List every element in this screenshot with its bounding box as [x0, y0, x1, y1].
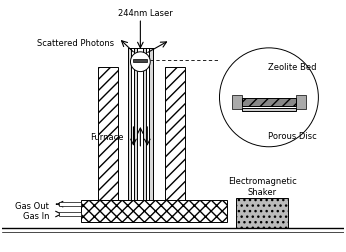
Bar — [146, 49, 149, 200]
Bar — [98, 67, 118, 200]
Text: Scattered Photons: Scattered Photons — [37, 39, 113, 48]
Bar — [143, 49, 146, 200]
Text: Porous Disc: Porous Disc — [268, 132, 316, 140]
Bar — [81, 200, 227, 222]
Bar — [296, 96, 306, 110]
Bar — [59, 202, 81, 206]
Circle shape — [130, 53, 150, 72]
Bar — [165, 67, 185, 200]
Text: Electromagnetic
Shaker: Electromagnetic Shaker — [228, 177, 297, 196]
Bar — [232, 96, 242, 110]
Text: Zeolite Bed: Zeolite Bed — [268, 62, 316, 71]
Bar — [134, 60, 147, 63]
Bar — [131, 49, 135, 200]
Bar — [59, 212, 81, 216]
Bar — [149, 49, 153, 200]
Text: Gas In: Gas In — [23, 211, 49, 220]
Text: 244nm Laser: 244nm Laser — [118, 9, 173, 18]
Bar — [135, 49, 137, 200]
Text: Furnace: Furnace — [90, 133, 124, 142]
Bar — [242, 99, 296, 107]
Bar — [236, 198, 288, 228]
Bar — [242, 109, 296, 112]
Bar — [137, 49, 143, 200]
Circle shape — [219, 49, 318, 147]
Bar — [128, 49, 131, 200]
Text: Gas Out: Gas Out — [16, 201, 49, 210]
